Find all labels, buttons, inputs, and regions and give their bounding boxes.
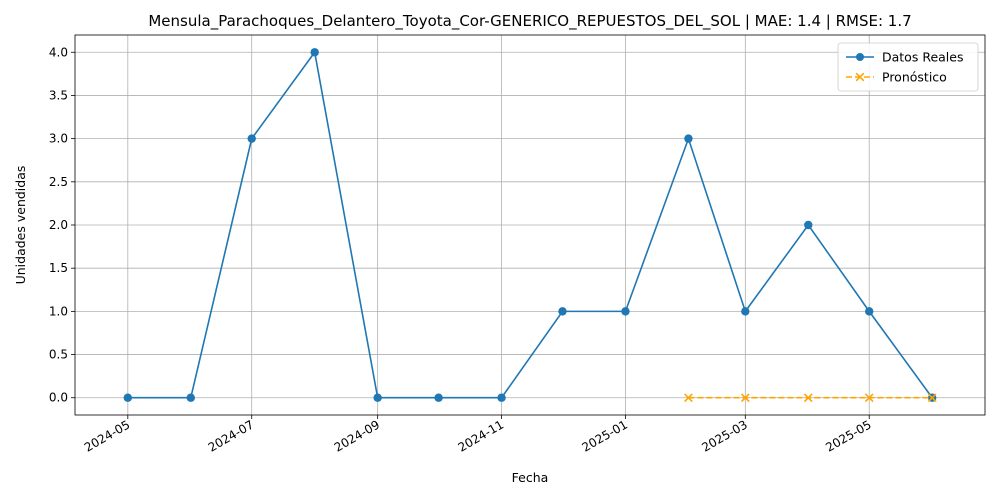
legend-label: Pronóstico bbox=[882, 70, 947, 85]
data-point bbox=[741, 307, 750, 316]
data-point bbox=[247, 134, 256, 143]
y-tick-label: 4.0 bbox=[49, 45, 68, 59]
legend-marker bbox=[855, 72, 865, 82]
legend-marker bbox=[856, 53, 864, 61]
y-tick-label: 2.5 bbox=[49, 175, 68, 189]
data-point bbox=[927, 393, 937, 403]
y-tick-label: 1.5 bbox=[49, 261, 68, 275]
chart-title: Mensula_Parachoques_Delantero_Toyota_Cor… bbox=[148, 12, 911, 31]
y-tick-label: 1.0 bbox=[49, 304, 68, 318]
legend-item: Datos Reales bbox=[846, 50, 963, 65]
y-tick-label: 2.0 bbox=[49, 218, 68, 232]
x-tick-label: 2024-07 bbox=[206, 417, 256, 454]
data-point bbox=[684, 393, 693, 403]
series-pronostico bbox=[684, 393, 937, 403]
data-point bbox=[865, 307, 874, 316]
legend: Datos Reales Pronóstico bbox=[837, 42, 979, 92]
y-tick-label: 0.5 bbox=[49, 348, 68, 362]
data-point bbox=[373, 393, 382, 402]
y-tick-label: 3.5 bbox=[49, 88, 68, 102]
y-axis-label: Unidades vendidas bbox=[13, 166, 28, 285]
y-tick-label: 0.0 bbox=[49, 391, 68, 405]
x-tick-label: 2025-03 bbox=[699, 417, 749, 454]
legend-box bbox=[837, 42, 979, 92]
data-point bbox=[497, 393, 506, 402]
data-point bbox=[434, 393, 443, 402]
data-point bbox=[186, 393, 195, 402]
x-tick-label: 2025-05 bbox=[823, 417, 873, 454]
data-point bbox=[864, 393, 874, 403]
y-tick-label: 3.0 bbox=[49, 132, 68, 146]
x-axis: 2024-05 2024-07 2024-09 2024-11 2025-01 2025-… bbox=[82, 415, 874, 455]
x-axis-label: Fecha bbox=[512, 470, 549, 485]
legend-label: Datos Reales bbox=[882, 50, 963, 65]
data-point bbox=[740, 393, 750, 403]
x-tick-label: 2024-05 bbox=[82, 417, 132, 454]
legend-item: Pronóstico bbox=[846, 70, 947, 85]
data-point bbox=[803, 393, 813, 403]
x-tick-label: 2024-09 bbox=[332, 417, 382, 454]
data-point bbox=[804, 220, 813, 230]
data-point bbox=[123, 393, 133, 402]
data-point bbox=[558, 307, 567, 316]
data-point bbox=[621, 307, 630, 316]
series-line bbox=[127, 50, 933, 399]
grid-lines bbox=[75, 35, 985, 415]
y-axis: 0.0 0.5 1.0 1.5 2.0 2.5 3.0 3.5 4.0 bbox=[49, 45, 75, 405]
series-layer bbox=[123, 48, 937, 403]
data-point bbox=[684, 134, 693, 143]
data-point bbox=[310, 48, 319, 57]
x-tick-label: 2025-01 bbox=[580, 417, 630, 454]
x-tick-label: 2024-11 bbox=[456, 417, 506, 454]
